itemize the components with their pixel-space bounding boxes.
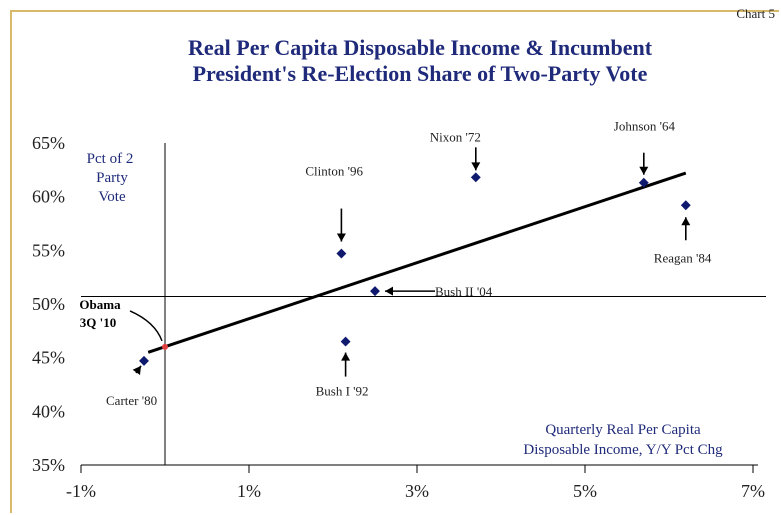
callout-arrowhead [341,352,351,361]
obama-label-line2: 3Q '10 [80,315,116,330]
trend-line [147,171,687,354]
x-tick-label: 1% [237,481,261,501]
chart-frame: Chart 5 [10,6,779,513]
point-label: Johnson '64 [614,119,676,134]
point-label: Carter '80 [106,393,157,408]
y-axis-title: Pct of 2 Party Vote [87,151,134,205]
data-point [680,200,691,211]
data-point [638,177,649,188]
y-tick-label: 65% [32,133,65,153]
y-tick-label: 40% [32,401,65,421]
data-point [340,336,351,347]
y-tick-label: 50% [32,294,65,314]
obama-connector [129,310,163,342]
point-label: Reagan '84 [654,250,712,265]
point-label: Bush I '92 [316,384,369,399]
callout-arrowhead [132,365,141,376]
data-point [336,248,347,259]
chart-title-line2: President's Re-Election Share of Two-Par… [193,61,648,86]
y-axis-title-line3: Vote [98,189,126,205]
chart-number-label: Chart 5 [736,6,775,21]
data-point [470,172,481,183]
y-axis-title-line1: Pct of 2 [87,151,134,167]
y-tick-label: 60% [32,187,65,207]
y-tick-label: 45% [32,348,65,368]
x-tick-label: 7% [741,481,765,501]
callout-arrowhead [385,286,393,296]
callout-arrowhead [471,162,481,171]
x-axis-title-line1: Quarterly Real Per Capita [545,422,701,438]
x-axis-title: Quarterly Real Per Capita Disposable Inc… [523,422,723,458]
x-tick-label: 5% [573,481,597,501]
x-axis-title-line2: Disposable Income, Y/Y Pct Chg [523,442,723,458]
data-point [139,355,149,366]
y-tick-label: 35% [32,455,65,475]
y-tick-label: 55% [32,240,65,260]
obama-marker [162,343,168,350]
x-tick-label: 3% [405,481,429,501]
point-label: Bush II '04 [435,284,493,299]
data-point [370,286,380,297]
point-label: Nixon '72 [430,129,481,144]
callout-arrowhead [336,233,346,242]
point-label: Clinton '96 [305,164,363,179]
obama-label-line1: Obama [79,297,121,312]
callout-arrowhead [639,166,649,175]
chart-title-line1: Real Per Capita Disposable Income & Incu… [188,35,653,60]
y-axis-title-line2: Party [96,170,128,186]
x-tick-label: -1% [66,481,96,501]
callout-arrowhead [681,217,691,226]
